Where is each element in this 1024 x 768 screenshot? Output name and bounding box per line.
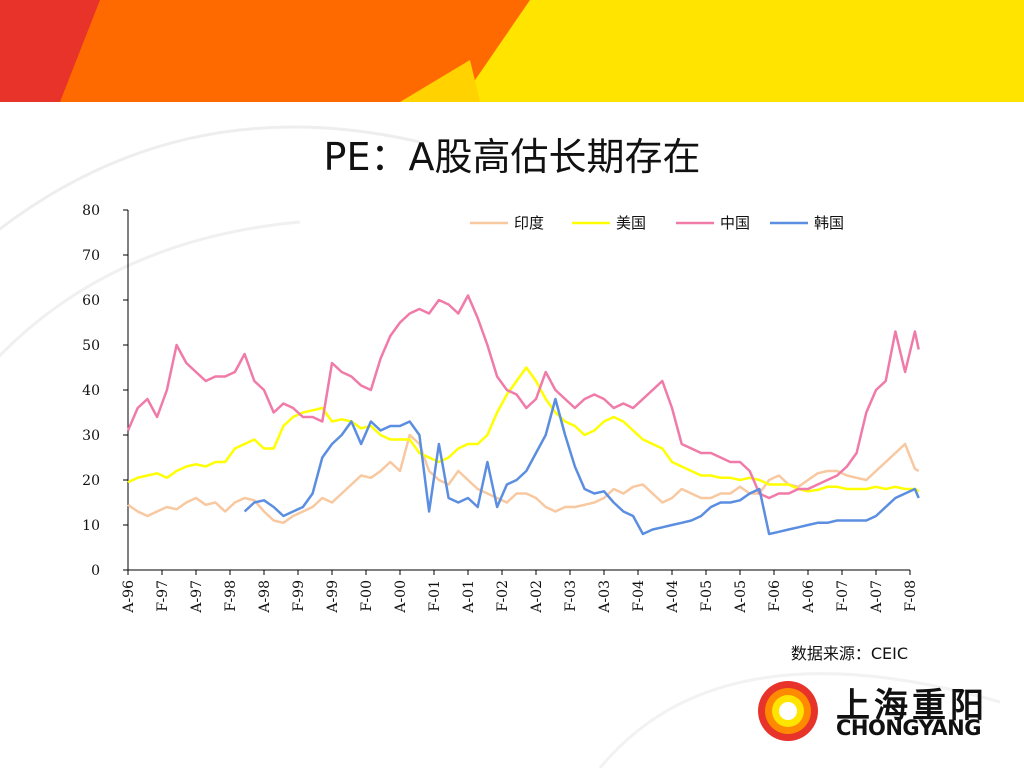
background-swirls xyxy=(0,125,1001,768)
page-title: PE：A股高估长期存在 xyxy=(323,135,701,179)
x-tick-label: A-02 xyxy=(529,580,545,614)
x-tick-label: F-06 xyxy=(767,580,783,612)
y-tick-label: 80 xyxy=(82,203,100,219)
x-tick-label: A-05 xyxy=(733,580,749,614)
pe-line-chart: 0 10 20 30 40 50 60 70 80 A-96 F-97 A-97 F-98 A-98 F-9… xyxy=(82,203,920,614)
x-tick-label: F-99 xyxy=(291,580,307,612)
x-tick-label: F-04 xyxy=(631,580,647,612)
logo-chinese-text: 上海重阳 xyxy=(836,686,988,726)
x-tick-label: F-97 xyxy=(155,580,171,612)
y-tick-label: 20 xyxy=(82,473,100,489)
series-line-中国 xyxy=(126,294,920,500)
header-banner xyxy=(0,0,1024,102)
series-line-韩国 xyxy=(243,397,920,536)
legend-label: 美国 xyxy=(616,214,646,232)
legend-label: 中国 xyxy=(720,214,750,232)
legend-label: 韩国 xyxy=(814,214,844,232)
chongyang-logo-icon xyxy=(758,681,818,741)
x-tick-label: F-08 xyxy=(903,580,919,612)
series-line-美国 xyxy=(127,366,920,493)
x-tick-label: A-06 xyxy=(801,580,817,614)
legend-label: 印度 xyxy=(514,214,544,232)
x-tick-label: F-07 xyxy=(835,580,851,612)
x-tick-label: A-01 xyxy=(461,580,477,614)
x-tick-label: A-00 xyxy=(393,580,409,614)
data-source: 数据来源：CEIC xyxy=(790,644,908,663)
y-tick-label: 40 xyxy=(82,383,100,399)
y-tick-label: 0 xyxy=(91,563,100,579)
x-tick-label: F-03 xyxy=(563,580,579,612)
x-tick-label: F-02 xyxy=(495,580,511,612)
y-tick-label: 50 xyxy=(82,338,100,354)
x-tick-label: A-98 xyxy=(257,580,273,614)
logo-english-text: CHONGYANG xyxy=(836,716,981,740)
x-tick-label: F-00 xyxy=(359,580,375,612)
y-tick-label: 60 xyxy=(82,293,100,309)
y-tick-label: 10 xyxy=(82,518,100,534)
x-tick-label: F-98 xyxy=(223,580,239,612)
x-tick-label: A-97 xyxy=(189,580,205,614)
banner-yellow-stripe xyxy=(400,60,480,102)
x-tick-label: A-07 xyxy=(869,580,885,614)
x-tick-label: A-96 xyxy=(121,580,137,614)
x-tick-label: A-99 xyxy=(325,580,341,614)
x-tick-label: F-05 xyxy=(699,580,715,612)
banner-yellow-band xyxy=(460,0,1024,102)
x-tick-label: A-04 xyxy=(665,580,681,614)
y-tick-label: 30 xyxy=(82,428,100,444)
x-tick-label: A-03 xyxy=(597,580,613,614)
x-tick-label: F-01 xyxy=(427,580,443,612)
y-tick-label: 70 xyxy=(82,248,100,264)
